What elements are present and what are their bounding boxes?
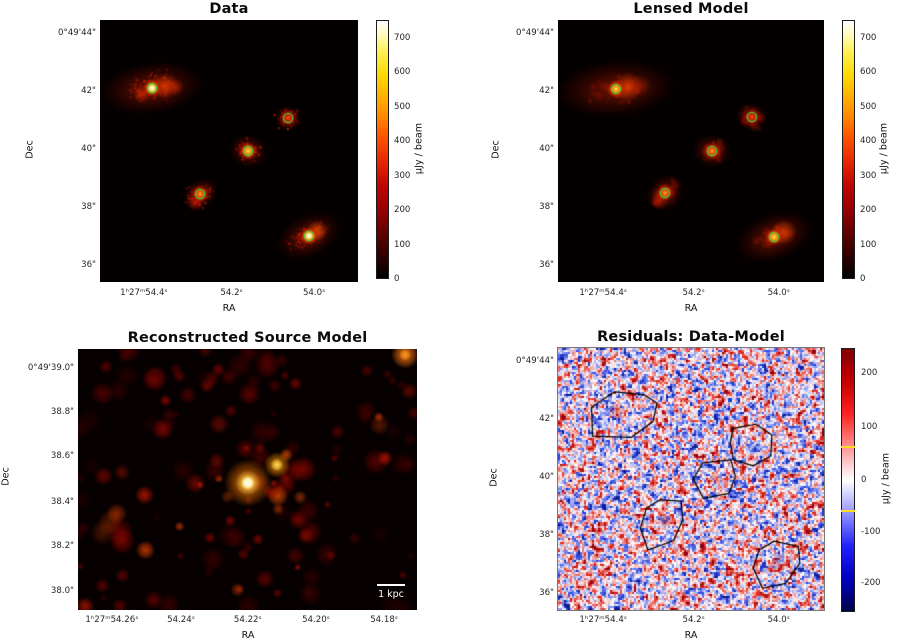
x-tick-label: 54.24ˢ: [167, 615, 195, 625]
x-tick-label: 1ʰ27ᵐ54.4ˢ: [120, 288, 168, 298]
scale-bar-label: 1 kpc: [378, 589, 404, 600]
colorbar-tick-label: -200: [861, 577, 881, 588]
colorbar-tick-label: 200: [860, 205, 877, 216]
residuals-ra-axis-label: RA: [684, 630, 698, 641]
panel-data-title: Data: [209, 1, 249, 17]
colorbar-tick-label: 400: [394, 136, 411, 147]
colorbar-tick-label: 600: [860, 67, 877, 78]
y-tick-label: 38": [539, 529, 554, 540]
x-tick-label: 54.2ˢ: [220, 288, 243, 298]
panel-source-model-title: Reconstructed Source Model: [127, 330, 368, 346]
y-tick-label: 42": [539, 86, 554, 97]
colorbar-tick-label: 0: [394, 274, 400, 284]
y-tick-label: 38.8": [50, 406, 74, 417]
x-tick-label: 54.0ˢ: [302, 288, 326, 298]
y-tick-label: 36": [539, 588, 554, 599]
x-tick-label: 1ʰ27ᵐ54.4ˢ: [579, 615, 627, 625]
colorbar-threshold-marker: [841, 446, 855, 448]
colorbar-tick-label: 500: [394, 102, 411, 113]
source-ra-axis-label: RA: [241, 630, 255, 641]
lensed-model-heatmap-image: [558, 20, 824, 282]
colorbar-tick-label: 300: [394, 170, 411, 181]
colorbar-tick-label: 300: [860, 170, 877, 181]
x-tick-label: 54.18ˢ: [370, 615, 399, 625]
y-tick-label: 40": [539, 143, 554, 154]
data-ra-axis-label: RA: [222, 303, 236, 314]
x-tick-label: 1ʰ27ᵐ54.4ˢ: [579, 288, 627, 298]
source-dec-axis-label: Dec: [0, 467, 12, 486]
x-tick-label: 1ʰ27ᵐ54.26ˢ: [85, 615, 139, 625]
y-tick-label: 0°49'39.0": [27, 363, 74, 374]
source-model-heatmap-image: [78, 349, 417, 610]
scale-bar: [377, 584, 405, 586]
data-heatmap-image: [100, 20, 358, 282]
x-tick-label: 54.0ˢ: [767, 615, 790, 625]
colorbar-tick-label: 200: [861, 368, 878, 379]
residuals-heatmap-image: [557, 347, 825, 611]
y-tick-label: 42": [81, 86, 96, 97]
lensed-colorbar: [842, 20, 855, 279]
colorbar-tick-label: 100: [860, 239, 877, 250]
y-tick-label: 42": [539, 414, 554, 425]
y-tick-label: 38.4": [50, 496, 74, 507]
y-tick-label: 38.2": [50, 541, 74, 552]
x-tick-label: 54.22ˢ: [233, 615, 262, 625]
y-tick-label: 0°49'44": [516, 27, 554, 38]
y-tick-label: 0°49'44": [516, 355, 554, 366]
colorbar-tick-label: 100: [394, 239, 411, 250]
colorbar-tick-label: 0: [861, 475, 867, 485]
data-colorbar: [376, 20, 389, 279]
colorbar-tick-label: -100: [861, 527, 881, 537]
colorbar-threshold-marker: [841, 509, 855, 512]
y-tick-label: 40": [81, 143, 96, 154]
colorbar-tick-label: 400: [860, 136, 877, 147]
y-tick-label: 38.6": [50, 451, 74, 462]
colorbar-tick-label: 0: [860, 274, 866, 284]
lensed-ra-axis-label: RA: [684, 303, 698, 314]
colorbar-tick-label: 100: [861, 421, 878, 432]
colorbar-tick-label: 500: [860, 102, 877, 113]
colorbar-tick-label: 600: [394, 67, 411, 78]
y-tick-label: 36": [81, 260, 96, 271]
y-tick-label: 38": [539, 201, 554, 212]
y-tick-label: 38.0": [50, 585, 74, 596]
colorbar-tick-label: 700: [394, 33, 411, 44]
colorbar-tick-label: 200: [394, 205, 411, 216]
residuals-colorbar: [841, 348, 855, 612]
x-tick-label: 54.2ˢ: [682, 615, 705, 625]
y-tick-label: 0°49'44": [58, 27, 96, 38]
x-tick-label: 54.2ˢ: [682, 288, 705, 298]
x-tick-label: 54.0ˢ: [767, 288, 790, 298]
y-tick-label: 40": [539, 471, 554, 482]
y-tick-label: 36": [539, 260, 554, 271]
panel-lensed-model-title: Lensed Model: [633, 1, 749, 17]
y-tick-label: 38": [81, 201, 96, 212]
panel-residuals-title: Residuals: Data-Model: [597, 329, 785, 345]
x-tick-label: 54.20ˢ: [302, 615, 330, 625]
colorbar-tick-label: 700: [860, 33, 877, 44]
